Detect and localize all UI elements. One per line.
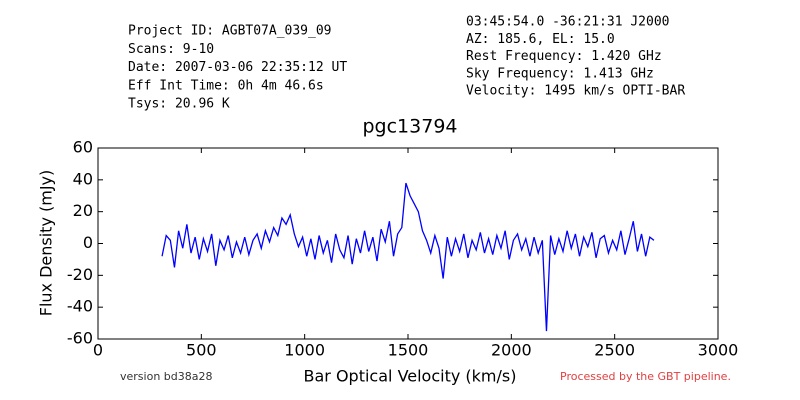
y-tick-label: -40 [67, 297, 93, 316]
y-tick-label: 40 [73, 169, 93, 188]
pipeline-note: Processed by the GBT pipeline. [560, 370, 731, 383]
header-line: Rest Frequency: 1.420 GHz [466, 49, 662, 64]
x-tick-label: 0 [93, 341, 103, 360]
y-axis-label: Flux Density (mJy) [37, 170, 56, 317]
x-tick-label: 500 [186, 341, 217, 360]
x-tick-label: 1000 [284, 341, 325, 360]
header-line: Scans: 9-10 [128, 42, 214, 57]
header-line: Tsys: 20.96 K [128, 97, 230, 112]
header-line: Eff Int Time: 0h 4m 46.6s [128, 78, 324, 93]
x-tick-label: 3000 [698, 341, 739, 360]
y-tick-label: -20 [67, 265, 93, 284]
y-tick-label: 20 [73, 201, 93, 220]
header-line: Date: 2007-03-06 22:35:12 UT [128, 60, 347, 75]
header-line: Project ID: AGBT07A_039_09 [128, 24, 332, 39]
y-tick-label: -60 [67, 329, 93, 348]
x-tick-label: 2500 [594, 341, 635, 360]
y-tick-label: 60 [73, 138, 93, 157]
version: version bd38a28 [120, 370, 213, 383]
header-line: Sky Frequency: 1.413 GHz [466, 66, 654, 81]
chart-title: pgc13794 [362, 116, 457, 138]
y-tick-label: 0 [83, 233, 93, 252]
header-line: 03:45:54.0 -36:21:31 J2000 [466, 15, 670, 30]
plot-frame [97, 147, 719, 340]
x-axis-label: Bar Optical Velocity (km/s) [304, 367, 517, 386]
spectrum-line [161, 182, 655, 332]
header-line: Velocity: 1495 km/s OPTI-BAR [466, 84, 685, 99]
header-line: AZ: 185.6, EL: 15.0 [466, 32, 615, 47]
x-tick-label: 2000 [491, 341, 532, 360]
x-tick-label: 1500 [388, 341, 429, 360]
